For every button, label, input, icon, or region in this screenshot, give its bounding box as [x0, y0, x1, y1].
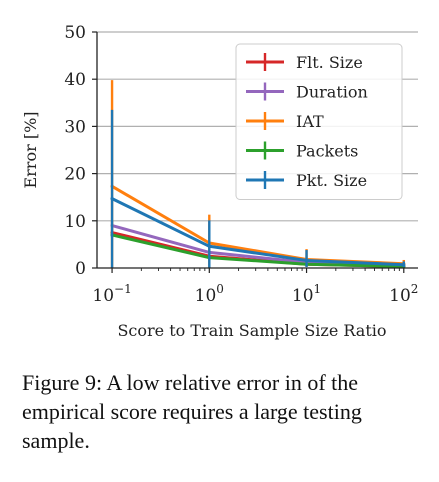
y-tick-label-0: 0 [75, 259, 86, 279]
legend-label-1: Duration [296, 83, 368, 102]
legend-box [235, 43, 403, 200]
y-tick-label-30: 30 [64, 117, 86, 137]
series-layer [110, 80, 406, 269]
data-point-4-1 [207, 244, 211, 248]
axes [96, 32, 418, 269]
x-axis-label: Score to Train Sample Size Ratio [117, 321, 386, 340]
error-vs-ratio-chart: 0 10 20 30 40 50 10−1 100 101 102 Error [%] Score… [21, 23, 418, 340]
legend: Flt. Size Duration IAT Packets Pkt. Size [235, 43, 403, 200]
legend-label-4: Pkt. Size [296, 171, 367, 190]
data-point-4-2 [304, 258, 309, 263]
y-tick-label-10: 10 [64, 212, 86, 232]
y-axis-label: Error [%] [21, 111, 40, 188]
x-tick-label-3: 102 [389, 282, 418, 306]
series-line-4 [111, 197, 404, 267]
x-tick-label-0: 10−1 [92, 282, 131, 306]
y-tick-label-20: 20 [64, 165, 86, 185]
legend-label-0: Flt. Size [296, 53, 363, 72]
y-tick-label-40: 40 [64, 70, 86, 90]
y-tick-label-50: 50 [64, 23, 86, 43]
ticks: 0 10 20 30 40 50 10−1 100 101 102 [64, 23, 418, 306]
series-line-3 [111, 233, 404, 269]
data-point-4-0 [110, 197, 114, 201]
figure-caption: Figure 9: A low relative error in of the… [22, 370, 362, 453]
data-point-4-3 [402, 263, 406, 267]
x-tick-label-1: 100 [195, 282, 224, 306]
x-tick-label-2: 101 [292, 282, 321, 306]
legend-label-2: IAT [296, 112, 324, 131]
legend-label-3: Packets [296, 142, 358, 161]
